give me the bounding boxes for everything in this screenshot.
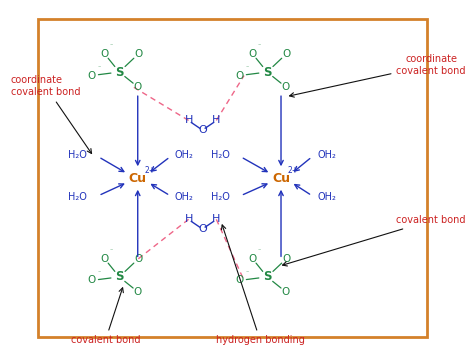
- Text: O: O: [282, 287, 290, 297]
- Text: Cu: Cu: [129, 172, 147, 184]
- Text: O: O: [87, 276, 96, 286]
- Text: S: S: [263, 271, 272, 283]
- Text: H₂O: H₂O: [211, 150, 230, 160]
- Text: ⁻: ⁻: [246, 271, 249, 276]
- Text: H: H: [184, 214, 193, 224]
- Text: O: O: [283, 49, 291, 59]
- Text: O: O: [235, 276, 244, 286]
- Text: H₂O: H₂O: [68, 150, 87, 160]
- Text: O: O: [135, 49, 143, 59]
- Text: 2+: 2+: [144, 167, 155, 176]
- Text: O: O: [198, 224, 207, 234]
- Text: S: S: [115, 271, 124, 283]
- Text: O: O: [235, 70, 244, 80]
- Text: H: H: [184, 115, 193, 125]
- Text: O: O: [248, 49, 256, 59]
- Text: O: O: [100, 49, 109, 59]
- Text: ⁻: ⁻: [98, 271, 101, 276]
- Text: ⁻: ⁻: [258, 44, 261, 49]
- Text: H₂O: H₂O: [211, 193, 230, 203]
- Text: H: H: [212, 214, 220, 224]
- Text: O: O: [135, 253, 143, 263]
- Text: ⁻: ⁻: [246, 66, 249, 71]
- Text: ⁻: ⁻: [110, 44, 113, 49]
- Text: OH₂: OH₂: [318, 193, 337, 203]
- Text: O: O: [282, 82, 290, 92]
- Text: OH₂: OH₂: [174, 193, 193, 203]
- Text: OH₂: OH₂: [174, 150, 193, 160]
- Text: ⁻: ⁻: [258, 249, 261, 254]
- Text: hydrogen bonding: hydrogen bonding: [216, 225, 305, 345]
- Text: O: O: [100, 253, 109, 263]
- Text: O: O: [87, 70, 96, 80]
- Text: coordinate
covalent bond: coordinate covalent bond: [10, 75, 91, 153]
- Text: S: S: [115, 66, 124, 79]
- Text: ⁻: ⁻: [98, 66, 101, 71]
- Text: O: O: [248, 253, 256, 263]
- Text: O: O: [134, 82, 142, 92]
- Text: coordinate
covalent bond: coordinate covalent bond: [290, 54, 466, 97]
- Text: OH₂: OH₂: [318, 150, 337, 160]
- Text: 2+: 2+: [287, 167, 299, 176]
- Text: O: O: [283, 253, 291, 263]
- Text: covalent bond: covalent bond: [283, 215, 466, 266]
- Text: covalent bond: covalent bond: [71, 288, 140, 345]
- Text: O: O: [198, 125, 207, 135]
- Text: S: S: [263, 66, 272, 79]
- Text: H: H: [212, 115, 220, 125]
- Text: ⁻: ⁻: [110, 249, 113, 254]
- Text: H₂O: H₂O: [68, 193, 87, 203]
- Text: O: O: [134, 287, 142, 297]
- Text: Cu: Cu: [272, 172, 290, 184]
